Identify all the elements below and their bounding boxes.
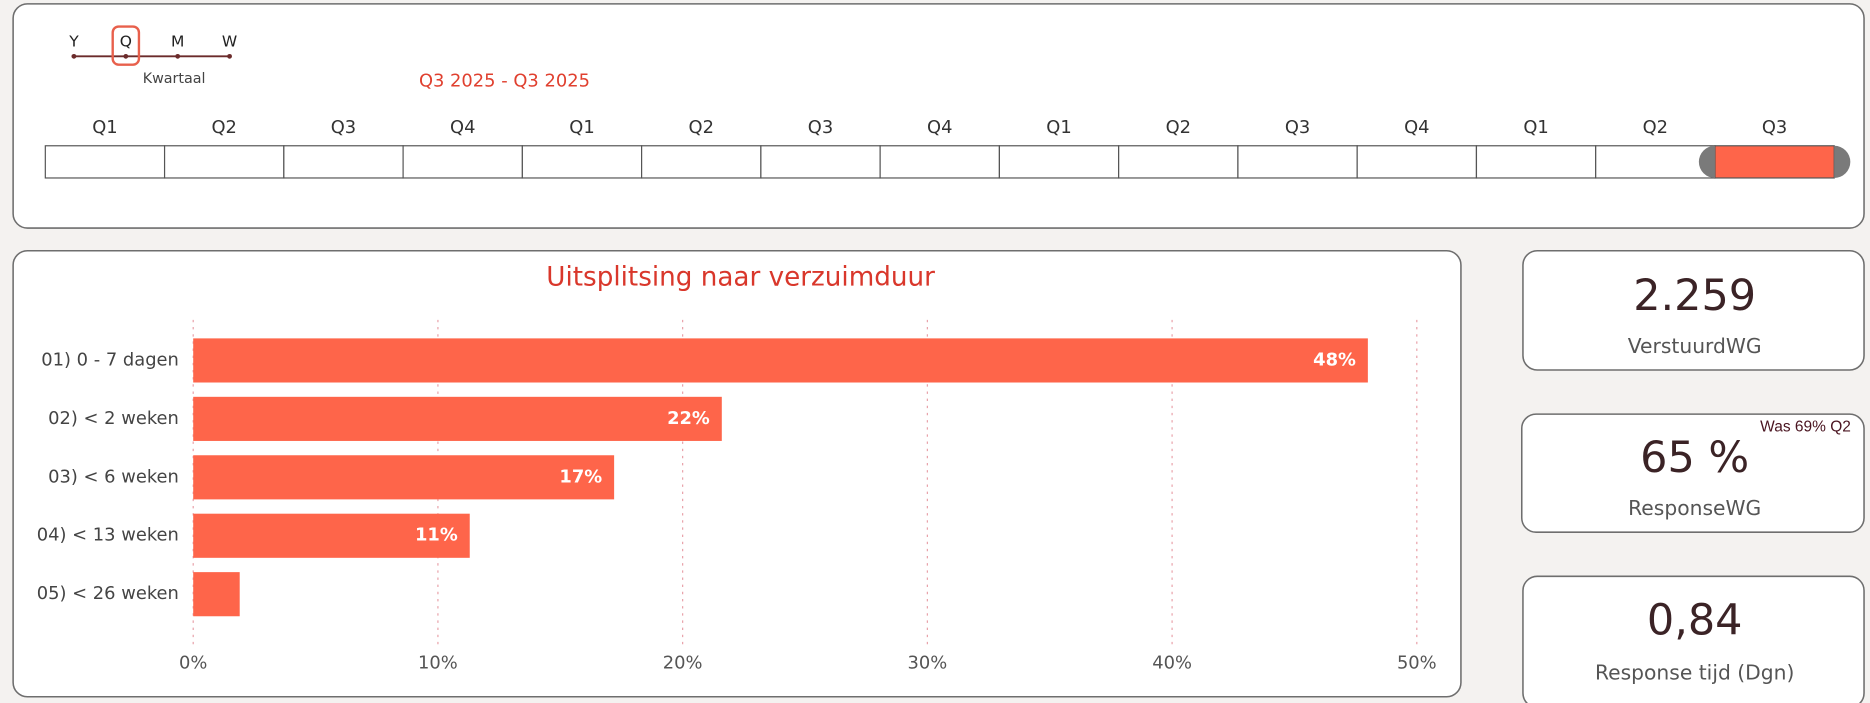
- slicer-dot: [175, 53, 181, 59]
- timeline-label: Q3: [808, 117, 833, 138]
- y-tick-label: 05) < 26 weken: [37, 583, 179, 604]
- card-value: 2.259: [1633, 271, 1756, 321]
- timeline-cell[interactable]: [879, 145, 1000, 179]
- timeline-label: Q1: [1046, 117, 1071, 138]
- timeline-cell[interactable]: [44, 145, 166, 179]
- timeline-label: Q4: [450, 117, 475, 138]
- data-label: 17%: [559, 466, 602, 487]
- timeline-cell[interactable]: [1714, 145, 1835, 179]
- timeline-label: Q3: [1762, 117, 1787, 138]
- slicer-dot: [71, 53, 77, 59]
- card: [1522, 249, 1865, 371]
- timeline-label: Q2: [1166, 117, 1191, 138]
- slicer-option[interactable]: Q: [120, 33, 132, 51]
- timeline-label: Q2: [1643, 117, 1668, 138]
- x-tick-label: 40%: [1152, 652, 1192, 673]
- timeline-label: Q3: [1285, 117, 1310, 138]
- timeline-cell[interactable]: [1475, 145, 1597, 179]
- bar: [193, 396, 722, 441]
- timeline-handle[interactable]: [1698, 145, 1715, 178]
- timeline-cell[interactable]: [163, 145, 285, 179]
- x-tick-label: 30%: [908, 652, 948, 673]
- timeline-handle[interactable]: [1834, 145, 1851, 178]
- timeline-cell[interactable]: [1595, 145, 1716, 179]
- bar: [193, 455, 615, 500]
- card-label: ResponseWG: [1628, 496, 1761, 520]
- chart-title: Uitsplitsing naar verzuimduur: [546, 263, 935, 293]
- bar: [193, 338, 1368, 383]
- slicer-option[interactable]: M: [171, 33, 184, 51]
- data-label: 11%: [415, 525, 458, 546]
- card-label: VerstuurdWG: [1628, 334, 1762, 358]
- timeline-cell[interactable]: [1356, 145, 1478, 179]
- timeline-cell[interactable]: [1237, 145, 1358, 179]
- timeline-cell[interactable]: [641, 145, 762, 179]
- timeline-cell[interactable]: [402, 145, 523, 179]
- timeline-label: Q4: [1404, 117, 1429, 138]
- slicer-active: [111, 25, 141, 66]
- timeline-label: Q3: [331, 117, 356, 138]
- timeline-cell[interactable]: [760, 145, 881, 179]
- timeline-label: Q2: [211, 117, 236, 138]
- slicer-dot: [227, 53, 232, 59]
- card: [1522, 575, 1865, 703]
- y-tick-label: 03) < 6 weken: [48, 466, 179, 487]
- x-tick-label: 50%: [1397, 652, 1437, 673]
- card-value: 0,84: [1647, 595, 1743, 645]
- x-tick-label: 20%: [663, 652, 703, 673]
- data-label: 22%: [667, 408, 710, 429]
- timeline-cell[interactable]: [283, 145, 404, 179]
- slicer-dot: [123, 53, 129, 59]
- bar: [193, 572, 240, 617]
- timeline-label: Q4: [927, 117, 952, 138]
- y-tick-label: 04) < 13 weken: [37, 525, 179, 546]
- card-note: Was 69% Q2: [1760, 418, 1851, 435]
- card-label: Response tijd (Dgn): [1595, 661, 1794, 685]
- timeline-cell[interactable]: [521, 145, 643, 179]
- timeline-cell[interactable]: [998, 145, 1120, 179]
- timeline-label: Q1: [569, 117, 594, 138]
- y-tick-label: 02) < 2 weken: [48, 408, 179, 429]
- y-tick-label: 01) 0 - 7 dagen: [41, 349, 179, 370]
- card: [1520, 413, 1865, 533]
- timeline-label: Q2: [689, 117, 714, 138]
- x-tick-label: 0%: [179, 652, 207, 673]
- timeline-label: Q1: [92, 117, 117, 138]
- bar: [193, 513, 470, 558]
- x-tick-label: 10%: [418, 652, 458, 673]
- slicer-label: Kwartaal: [143, 71, 206, 87]
- timeline-label: Q1: [1523, 117, 1548, 138]
- data-label: 48%: [1313, 349, 1356, 370]
- slicer-option[interactable]: Y: [68, 33, 79, 51]
- range-label: Q3 2025 - Q3 2025: [419, 70, 590, 91]
- card-value: 65 %: [1640, 433, 1749, 483]
- slicer-option[interactable]: W: [222, 33, 237, 51]
- timeline-cell[interactable]: [1118, 145, 1239, 179]
